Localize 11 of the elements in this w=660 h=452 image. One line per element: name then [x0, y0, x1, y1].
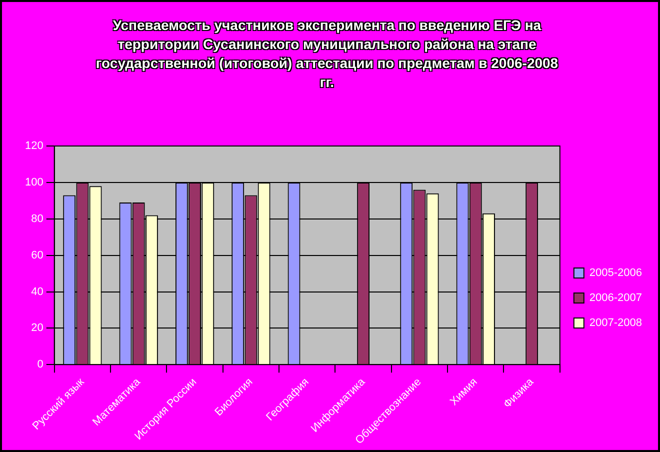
y-tick-label: 20	[31, 322, 44, 334]
legend-label: 2007-2008	[589, 317, 642, 330]
legend-label: 2006-2007	[589, 292, 642, 304]
y-tick-label: 80	[31, 212, 44, 225]
y-tick-label: 0	[37, 358, 44, 371]
y-tick-label: 60	[31, 249, 44, 262]
y-tick-label: 40	[31, 286, 44, 298]
y-tick-label: 120	[24, 140, 44, 152]
chart-title: Успеваемость участников эксперимента по введению ЕГЭ на территории Сусанинского муниципального района на этапе государственной (итоговой) аттестации по предметам в 2006-2008 гг.	[94, 16, 560, 92]
legend-label: 2005-2006	[589, 267, 642, 280]
y-tick-label: 100	[24, 176, 44, 188]
